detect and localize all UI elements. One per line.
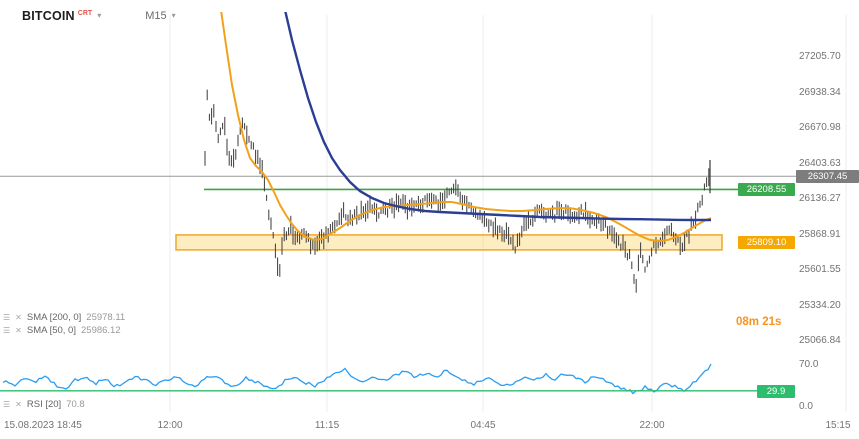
- timeframe-selector[interactable]: M15: [145, 10, 167, 22]
- time-axis-label: 15:15: [825, 420, 851, 431]
- time-axis-label: 12:00: [157, 420, 183, 431]
- gridlines: [169, 15, 847, 412]
- price-axis-label: 26670.98: [799, 122, 841, 133]
- rsi-line: [2, 363, 712, 395]
- indicator-remove-icon[interactable]: ✕: [15, 313, 22, 322]
- sma200-legend-value: 25978.11: [86, 312, 126, 323]
- indicator-remove-icon[interactable]: ✕: [15, 326, 22, 335]
- price-axis-label: 27205.70: [799, 51, 841, 62]
- price-axis-label: 26136.27: [799, 193, 841, 204]
- indicator-settings-icon[interactable]: ☰: [3, 400, 11, 409]
- time-axis-label: 04:45: [470, 420, 496, 431]
- price-axis-label: 25601.55: [799, 264, 841, 275]
- current-price-badge: 26307.45: [796, 170, 859, 183]
- rsi-legend-label: RSI [20]: [26, 399, 62, 410]
- sma50-legend: ☰ ✕ SMA [50, 0] 25986.12: [3, 325, 121, 336]
- sma50-legend-label: SMA [50, 0]: [26, 325, 76, 336]
- rsi-axis-label: 70.0: [799, 359, 819, 370]
- rsi-level-badge: 29.9: [757, 385, 795, 398]
- chart-header: BITCOIN CRT ▾ M15 ▾: [22, 9, 176, 23]
- sma200-line: [284, 12, 711, 222]
- sma50-line: [220, 12, 712, 243]
- timeframe-caret-icon[interactable]: ▾: [171, 11, 176, 20]
- price-axis-label: 25868.91: [799, 228, 841, 240]
- candle-countdown: 08m 21s: [736, 316, 782, 328]
- instrument-caret-icon[interactable]: ▾: [97, 11, 102, 20]
- resistance-price-badge: 26208.55: [738, 183, 795, 196]
- sma200-legend: ☰ ✕ SMA [200, 0] 25978.11: [3, 312, 125, 323]
- time-axis-label: 22:00: [639, 420, 665, 431]
- time-axis-label: 11:15: [314, 420, 340, 431]
- candlestick-series: [204, 12, 712, 293]
- sma200-legend-label: SMA [200, 0]: [26, 312, 82, 323]
- indicator-settings-icon[interactable]: ☰: [3, 326, 11, 335]
- sma50-legend-value: 25986.12: [81, 325, 121, 336]
- indicator-remove-icon[interactable]: ✕: [15, 400, 22, 409]
- price-axis-label: 26938.34: [799, 86, 841, 98]
- indicator-settings-icon[interactable]: ☰: [3, 313, 11, 322]
- instrument-type-badge: CRT: [77, 10, 93, 17]
- price-axis-label: 25066.84: [799, 335, 841, 346]
- rsi-legend-value: 70.8: [66, 399, 85, 410]
- support-price-badge: 25809.10: [738, 236, 795, 249]
- price-axis-label: 26403.63: [799, 157, 841, 169]
- instrument-name[interactable]: BITCOIN: [22, 9, 75, 23]
- time-axis-label: 15.08.2023 18:45: [4, 420, 82, 431]
- rsi-legend: ☰ ✕ RSI [20] 70.8: [3, 399, 85, 410]
- rsi-axis-label: 0.0: [799, 401, 813, 412]
- price-axis-label: 25334.20: [799, 299, 841, 311]
